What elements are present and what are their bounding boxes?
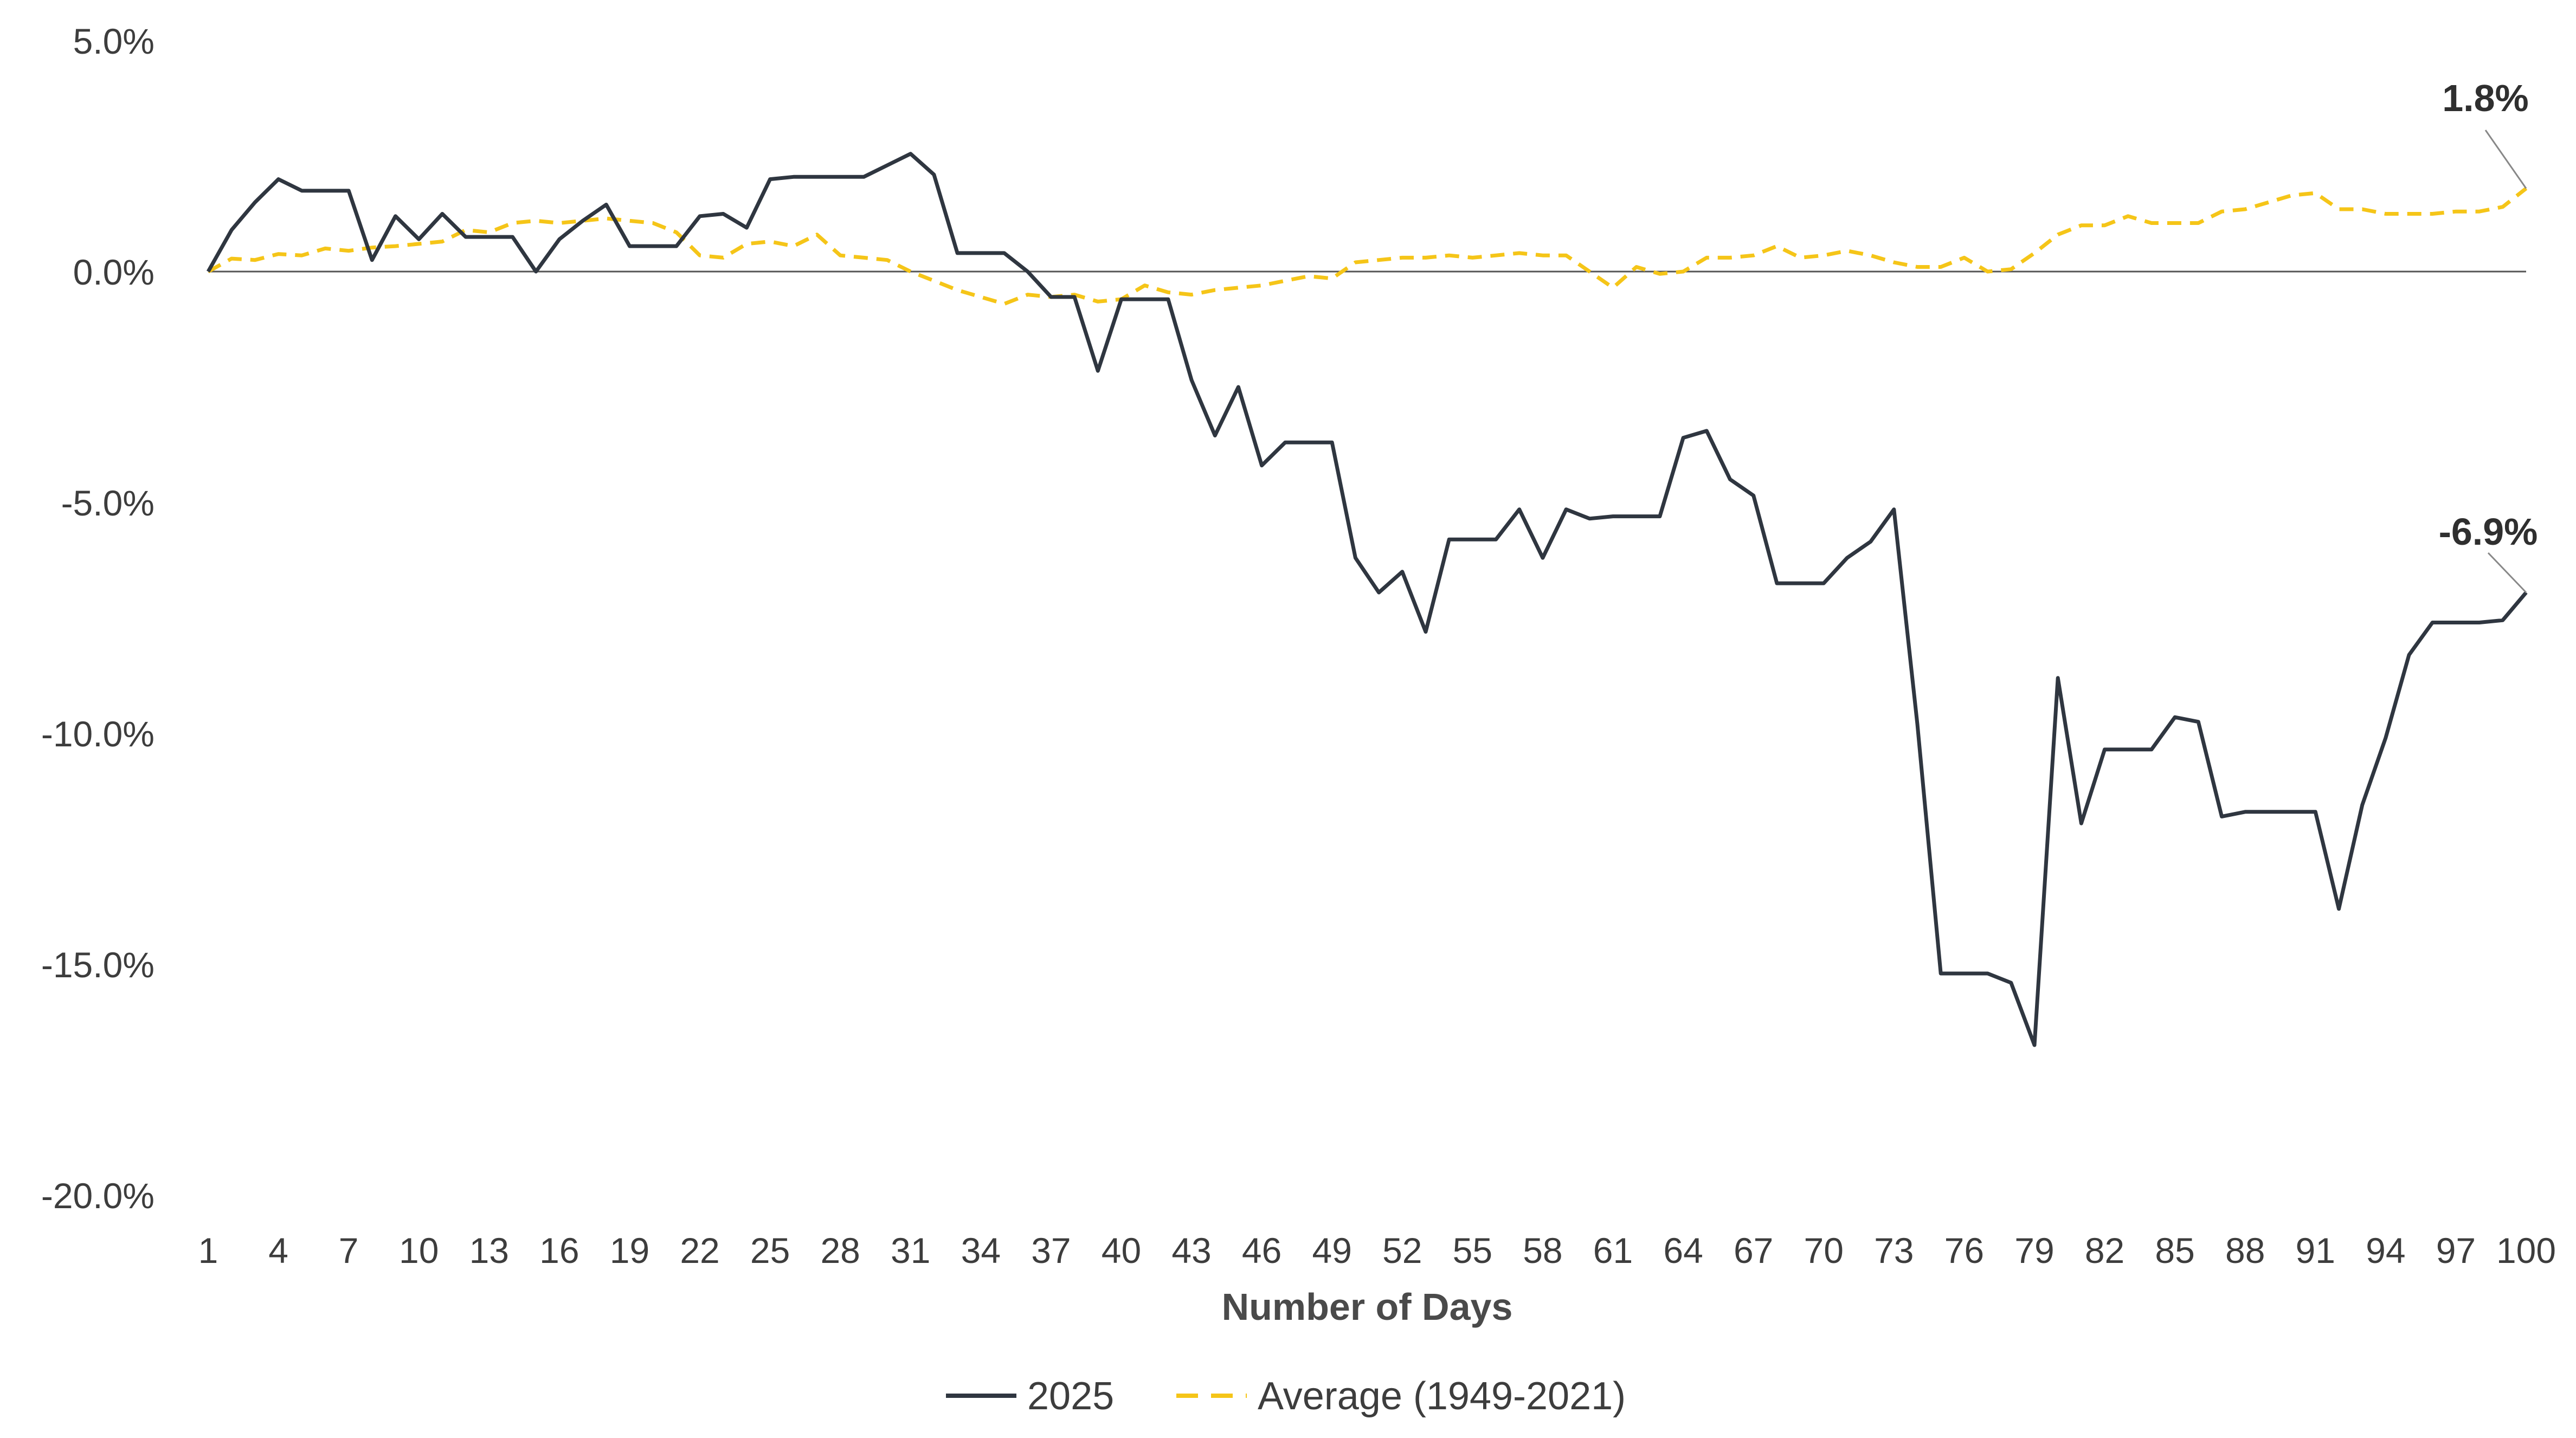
series-layer (206, 152, 2528, 1047)
x-tick-label: 34 (961, 1230, 1001, 1271)
x-tick-label: 79 (2014, 1230, 2054, 1271)
legend-label-2025: 2025 (1027, 1375, 1114, 1418)
x-tick-label: 85 (2155, 1230, 2194, 1271)
x-tick-label: 64 (1663, 1230, 1703, 1271)
x-tick-label: 46 (1242, 1230, 1281, 1271)
legend: 2025 Average (1949-2021) (946, 1375, 1626, 1418)
x-tick-label: 82 (2085, 1230, 2124, 1271)
x-tick-label: 67 (1734, 1230, 1773, 1271)
end-label-2025: -6.9% (2439, 511, 2538, 553)
x-tick-label: 97 (2436, 1230, 2476, 1271)
x-tick-label: 91 (2296, 1230, 2335, 1271)
x-tick-label: 100 (2496, 1230, 2556, 1271)
series-line-average (207, 186, 2528, 306)
x-tick-label: 1 (198, 1230, 218, 1271)
x-tick-label: 61 (1593, 1230, 1633, 1271)
x-tick-label: 73 (1874, 1230, 1914, 1271)
x-axis-title: Number of Days (1222, 1286, 1513, 1328)
y-axis-ticks: 5.0% 0.0% -5.0% -10.0% -15.0% -20.0% (41, 21, 154, 1216)
y-tick-label: -20.0% (41, 1176, 154, 1216)
y-tick-label: -15.0% (41, 945, 154, 985)
y-tick-label: 5.0% (73, 21, 154, 61)
x-tick-label: 31 (891, 1230, 930, 1271)
y-tick-label: 0.0% (73, 252, 154, 292)
x-tick-label: 40 (1102, 1230, 1141, 1271)
x-tick-label: 28 (820, 1230, 860, 1271)
x-axis-ticks: 1 4 7 10 13 16 19 22 25 28 31 34 37 40 43 46 49 52 55 58 61 6… (198, 1230, 2556, 1271)
x-tick-label: 55 (1453, 1230, 1492, 1271)
x-tick-label: 13 (469, 1230, 509, 1271)
x-tick-label: 43 (1171, 1230, 1211, 1271)
x-tick-label: 22 (680, 1230, 719, 1271)
x-tick-label: 25 (750, 1230, 790, 1271)
end-label-leader (2484, 130, 2527, 189)
end-labels: -6.9% 1.8% (2439, 77, 2538, 594)
x-tick-label: 49 (1312, 1230, 1352, 1271)
x-tick-label: 10 (399, 1230, 439, 1271)
x-tick-label: 88 (2225, 1230, 2265, 1271)
x-tick-label: 37 (1031, 1230, 1071, 1271)
legend-label-average: Average (1949-2021) (1258, 1375, 1626, 1418)
end-label-leader (2487, 552, 2527, 594)
x-tick-label: 70 (1804, 1230, 1844, 1271)
series-line-2025 (206, 152, 2528, 1047)
x-tick-label: 19 (610, 1230, 649, 1271)
x-tick-label: 76 (1944, 1230, 1984, 1271)
y-tick-label: -10.0% (41, 714, 154, 754)
x-tick-label: 58 (1523, 1230, 1562, 1271)
y-tick-label: -5.0% (61, 483, 154, 523)
end-label-average: 1.8% (2442, 77, 2529, 119)
x-tick-label: 94 (2366, 1230, 2405, 1271)
x-tick-label: 7 (339, 1230, 359, 1271)
x-tick-label: 16 (539, 1230, 579, 1271)
x-tick-label: 52 (1382, 1230, 1422, 1271)
x-tick-label: 4 (268, 1230, 288, 1271)
